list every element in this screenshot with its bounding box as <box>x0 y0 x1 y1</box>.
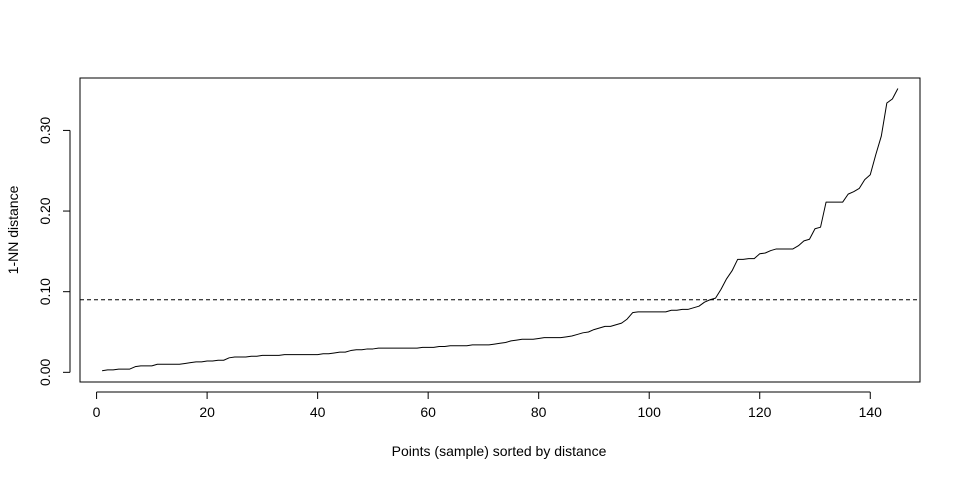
x-tick-label: 0 <box>93 404 101 420</box>
y-tick-label: 0.10 <box>37 278 53 305</box>
x-tick-label: 140 <box>859 404 883 420</box>
y-axis-label: 1-NN distance <box>5 185 21 274</box>
x-tick-label: 100 <box>638 404 662 420</box>
x-tick-label: 20 <box>199 404 215 420</box>
x-tick-label: 40 <box>310 404 326 420</box>
y-axis: 0.00 0.10 0.20 0.30 <box>37 117 71 386</box>
y-tick-label: 0.00 <box>37 358 53 385</box>
plot-frame <box>79 77 921 383</box>
x-axis: 0 20 40 60 80 100 120 140 <box>93 391 883 420</box>
x-tick-label: 120 <box>748 404 772 420</box>
y-tick-label: 0.20 <box>37 197 53 224</box>
y-tick-label: 0.30 <box>37 117 53 144</box>
x-axis-label: Points (sample) sorted by distance <box>392 443 607 459</box>
series-line <box>102 88 899 372</box>
x-tick-label: 60 <box>420 404 436 420</box>
plot-area <box>80 88 920 372</box>
x-tick-label: 80 <box>531 404 547 420</box>
